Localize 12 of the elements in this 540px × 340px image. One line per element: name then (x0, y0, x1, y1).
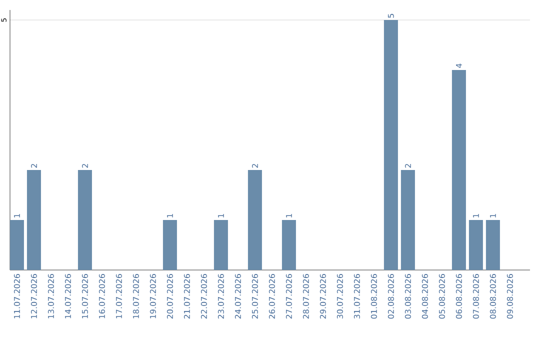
bar (248, 170, 262, 270)
bar (10, 220, 24, 270)
bar (214, 220, 228, 270)
bar (78, 170, 92, 270)
bar (452, 70, 466, 270)
bar (26, 170, 41, 270)
bar (384, 20, 398, 270)
bar (400, 170, 415, 270)
bar (282, 220, 296, 270)
bar (162, 220, 177, 270)
bar (468, 220, 483, 270)
bar (486, 220, 500, 270)
